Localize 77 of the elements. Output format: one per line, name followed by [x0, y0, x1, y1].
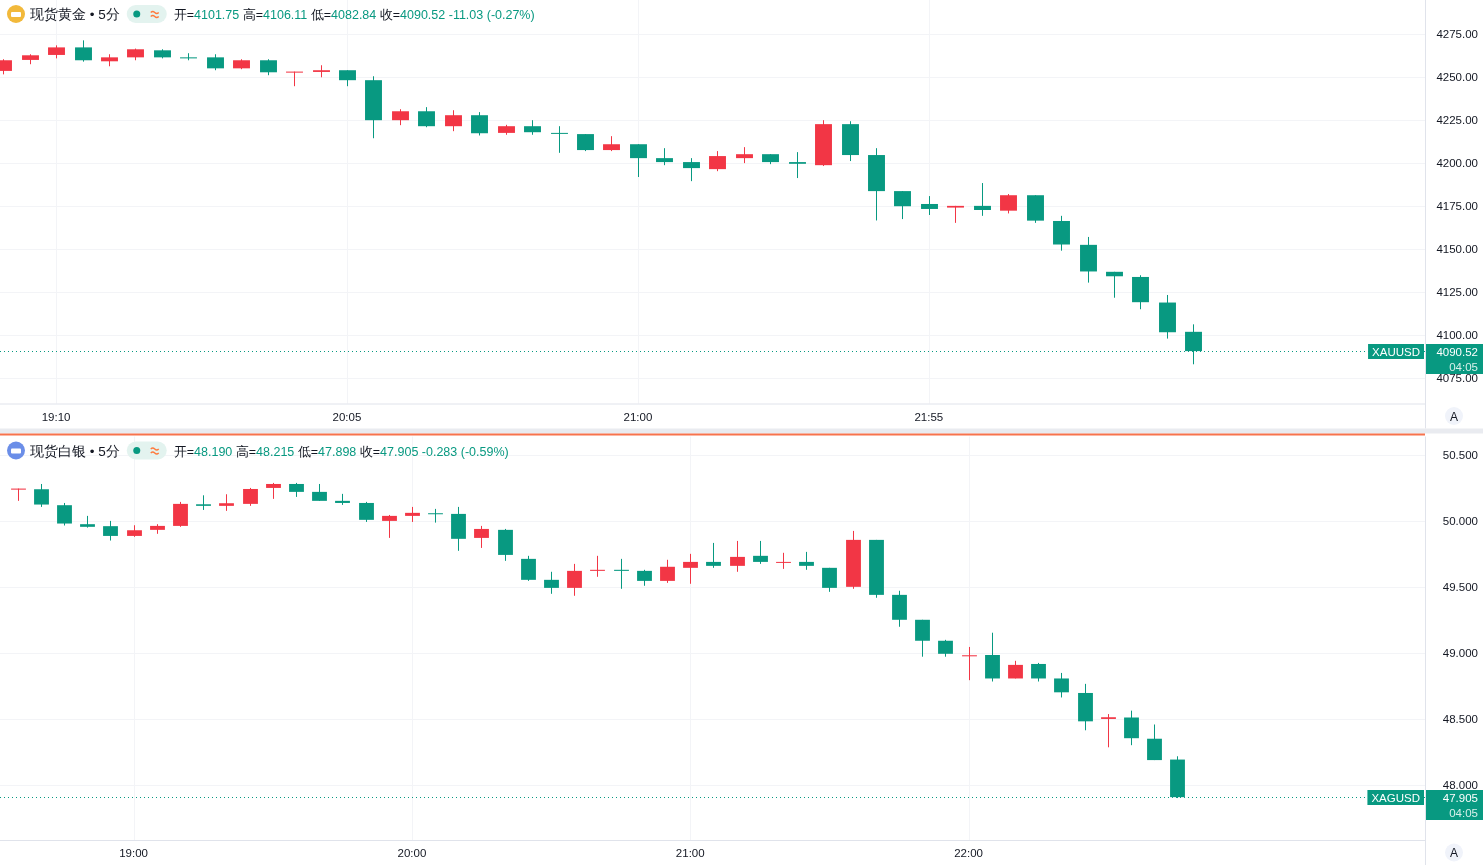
- y-tick-label: 50.000: [1442, 514, 1478, 527]
- y-tick-label: 4150.00: [1436, 242, 1478, 255]
- candlestick: [730, 540, 745, 573]
- y-tick-label: 50.500: [1442, 448, 1478, 461]
- candlestick: [1000, 193, 1017, 214]
- text: A: [1449, 409, 1459, 424]
- candlestick: [683, 157, 700, 182]
- text: A: [1449, 846, 1459, 860]
- y-tick-label: 4075.00: [1436, 371, 1478, 384]
- candlestick: [985, 632, 1000, 682]
- candlestick: [521, 555, 536, 582]
- y-tick-label: 49.500: [1442, 580, 1478, 593]
- text: 04:05: [1449, 806, 1478, 819]
- candlestick: [1031, 662, 1046, 682]
- text: 开=4101.75 高=4106.11 低=4082.84 收=4090.52 -11.03 (-0.27%): [173, 8, 535, 22]
- text: 开=48.190 高=48.215 低=47.898 收=47.905 -0.283 (-0.59%): [173, 444, 509, 459]
- candlestick: [57, 502, 72, 527]
- y-tick-label: 4125.00: [1436, 285, 1478, 298]
- y-tick-label: 4200.00: [1436, 157, 1478, 170]
- candlestick: [789, 151, 806, 179]
- candlestick: [173, 501, 188, 528]
- x-tick-label: 21:00: [675, 847, 705, 859]
- candlestick: [915, 619, 930, 658]
- candlestick: [103, 520, 118, 542]
- candlestick: [1101, 713, 1116, 748]
- candlestick: [474, 525, 489, 549]
- candlestick: [1124, 710, 1139, 746]
- y-tick-label: 4225.00: [1436, 114, 1478, 127]
- y-tick-label: 4100.00: [1436, 328, 1478, 341]
- candlestick: [630, 143, 647, 178]
- ref-line-label: 47.905: [1442, 791, 1478, 804]
- x-tick-label: 21:00: [623, 410, 653, 423]
- y-tick-label: 4175.00: [1436, 200, 1478, 213]
- x-tick-label: 22:00: [954, 847, 983, 859]
- x-tick-label: 19:00: [119, 847, 148, 859]
- candlestick: [75, 39, 92, 63]
- text: 现货黄金 • 5分: [30, 7, 120, 22]
- candlestick: [753, 540, 768, 565]
- x-tick-label: 19:10: [41, 410, 71, 423]
- candlestick: [34, 483, 49, 508]
- x-tick-label: 20:05: [332, 410, 362, 423]
- candlestick: [921, 195, 938, 216]
- candlestick: [1053, 215, 1070, 252]
- candlestick: [11, 488, 26, 502]
- annotation: XAGUSD: [1371, 791, 1420, 804]
- candlestick: [418, 106, 435, 128]
- candlestick: [683, 553, 698, 585]
- candlestick: [709, 150, 726, 172]
- x-tick-label: 21:55: [914, 410, 944, 423]
- candlestick: [445, 109, 462, 132]
- x-tick-label: 20:00: [397, 847, 427, 859]
- candlestick: [359, 501, 374, 523]
- candlestick: [471, 111, 488, 136]
- candlestick: [1054, 672, 1069, 698]
- y-tick-label: 4275.00: [1436, 28, 1478, 41]
- text: 现货白银 • 5分: [30, 443, 120, 459]
- y-tick-label: 48.500: [1442, 712, 1478, 725]
- candlestick: [428, 508, 443, 524]
- ref-line-label: 4090.52: [1436, 345, 1478, 358]
- candlestick: [590, 555, 605, 578]
- text: 04:05: [1449, 360, 1478, 373]
- candlestick: [962, 646, 977, 681]
- candlestick: [614, 558, 629, 590]
- candlestick: [551, 125, 568, 154]
- y-tick-label: 48.000: [1442, 778, 1478, 791]
- candlestick: [660, 559, 675, 584]
- candlestick: [706, 542, 721, 569]
- candlestick: [567, 563, 582, 597]
- candlestick: [776, 552, 791, 570]
- annotation: XAUUSD: [1372, 345, 1420, 358]
- candlestick: [544, 571, 559, 595]
- candlestick: [974, 182, 991, 217]
- candlestick: [382, 514, 397, 539]
- candlestick: [1147, 723, 1162, 761]
- candlestick: [894, 190, 911, 220]
- y-tick-label: 49.000: [1442, 646, 1478, 659]
- y-tick-label: 4250.00: [1436, 71, 1478, 84]
